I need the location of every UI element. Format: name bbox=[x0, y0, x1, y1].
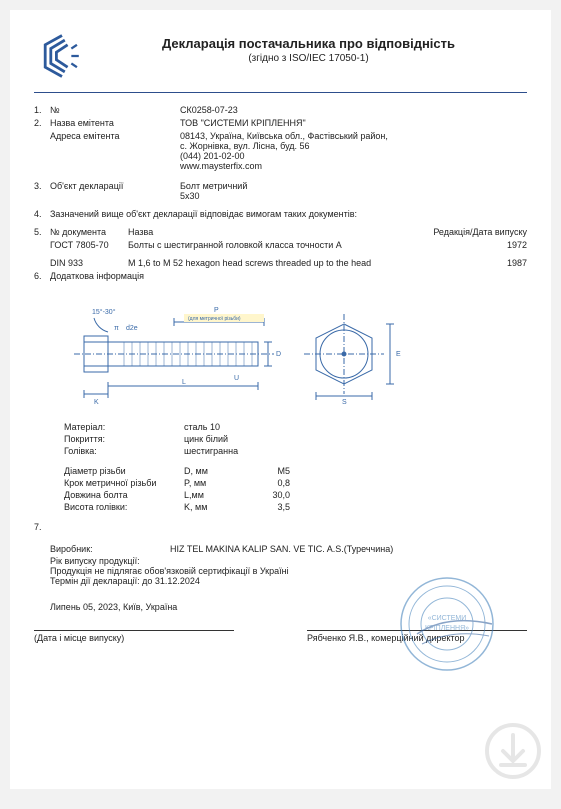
spec-label: Крок метричної різьби bbox=[64, 478, 184, 488]
field-num: 5. bbox=[34, 227, 50, 237]
spec-row: Крок метричної різьби P, мм 0,8 bbox=[64, 478, 527, 488]
specs-block-1: Матеріал: сталь 10 Покриття: цинк білий … bbox=[64, 422, 527, 456]
spec-row: Матеріал: сталь 10 bbox=[64, 422, 527, 432]
field-label: Додаткова інформація bbox=[50, 271, 180, 281]
year-label: Рік випуску продукції: bbox=[50, 556, 527, 566]
spec-label: Довжина болта bbox=[64, 490, 184, 500]
diagram-label: U bbox=[234, 375, 239, 382]
col-header: № документа bbox=[50, 227, 128, 237]
field-compliance-statement: 4. Зазначений вище об'єкт декларації від… bbox=[34, 209, 527, 219]
footer-block: Виробник: HIZ TEL MAKINA KALIP SAN. VE T… bbox=[34, 544, 527, 643]
diagram-label: 15°-30° bbox=[92, 308, 116, 316]
diagram-label: E bbox=[396, 351, 401, 358]
spec-symbol: K, мм bbox=[184, 502, 230, 512]
doc-number: DIN 933 bbox=[50, 258, 128, 268]
doc-year: 1972 bbox=[487, 240, 527, 250]
spec-row: Голівка: шестигранна bbox=[64, 446, 527, 456]
document-page: Декларація постачальника про відповідніс… bbox=[10, 10, 551, 789]
date-caption: (Дата і місце випуску) bbox=[34, 630, 234, 643]
spec-symbol: P, мм bbox=[184, 478, 230, 488]
field-issuer-name: 2. Назва емітента ТОВ "СИСТЕМИ КРІПЛЕННЯ… bbox=[34, 118, 527, 128]
download-watermark-icon bbox=[483, 721, 543, 781]
diagram-label: K bbox=[94, 399, 99, 406]
stamp-icon: «СИСТЕМИ КРІПЛЕННЯ» bbox=[397, 574, 497, 674]
field-num: 7. bbox=[34, 522, 50, 532]
spec-label: Висота голівки: bbox=[64, 502, 184, 512]
doc-number: ГОСТ 7805-70 bbox=[50, 240, 128, 250]
spec-label: Покриття: bbox=[64, 434, 184, 444]
diagram-label: d2e bbox=[126, 325, 138, 332]
field-num: 3. bbox=[34, 181, 50, 201]
col-header: Назва bbox=[128, 227, 407, 237]
field-label: Об'єкт декларації bbox=[50, 181, 180, 201]
company-logo bbox=[34, 28, 90, 84]
spec-row: Довжина болта L,мм 30,0 bbox=[64, 490, 527, 500]
field-label: Назва емітента bbox=[50, 118, 180, 128]
spec-value: 0,8 bbox=[230, 478, 290, 488]
field-value: ТОВ "СИСТЕМИ КРІПЛЕННЯ" bbox=[180, 118, 527, 128]
doc-year: 1987 bbox=[487, 258, 527, 268]
spec-row: Діаметр різьби D, мм М5 bbox=[64, 466, 527, 476]
field-num: 6. bbox=[34, 271, 50, 281]
spec-row: Покриття: цинк білий bbox=[64, 434, 527, 444]
docs-header: 5. № документа Назва Редакція/Дата випус… bbox=[34, 227, 527, 237]
spec-symbol: L,мм bbox=[184, 490, 230, 500]
diagram-note: (для метричної різьби) bbox=[188, 316, 241, 322]
field-num: 2. bbox=[34, 118, 50, 128]
bolt-diagram: 15°-30° π d2e P (для метричної різьби) D… bbox=[64, 296, 424, 406]
field-value: СК0258-07-23 bbox=[180, 105, 527, 115]
mfr-value: HIZ TEL MAKINA KALIP SAN. VE TIC. A.S.(Т… bbox=[170, 544, 527, 554]
field-additional-info: 6. Додаткова інформація bbox=[34, 271, 527, 281]
spec-value: цинк білий bbox=[184, 434, 230, 444]
field-value: Болт метричний 5x30 bbox=[180, 181, 527, 201]
col-header: Редакція/Дата випуску bbox=[407, 227, 527, 237]
field-value: 08143, Україна, Київська обл., Фастівськ… bbox=[180, 131, 527, 171]
manufacturer-row: Виробник: HIZ TEL MAKINA KALIP SAN. VE T… bbox=[50, 544, 527, 554]
header: Декларація постачальника про відповідніс… bbox=[34, 28, 527, 93]
field-num bbox=[34, 131, 50, 171]
field-value: Зазначений вище об'єкт декларації відпов… bbox=[50, 209, 527, 219]
diagram-label: D bbox=[276, 351, 281, 358]
spec-label: Голівка: bbox=[64, 446, 184, 456]
specs-block-2: Діаметр різьби D, мм М5 Крок метричної р… bbox=[64, 466, 527, 512]
doc-row: DIN 933 M 1,6 to M 52 hexagon head screw… bbox=[50, 258, 527, 268]
spec-row: Висота голівки: K, мм 3,5 bbox=[64, 502, 527, 512]
field-label: № bbox=[50, 105, 180, 115]
title-block: Декларація постачальника про відповідніс… bbox=[90, 28, 527, 64]
diagram-label: P bbox=[214, 307, 219, 314]
doc-row: ГОСТ 7805-70 Болты с шестигранной головк… bbox=[50, 240, 527, 250]
spec-value: сталь 10 bbox=[184, 422, 230, 432]
field-issuer-address: Адреса емітента 08143, Україна, Київська… bbox=[34, 131, 527, 171]
spec-value: 30,0 bbox=[230, 490, 290, 500]
spec-label: Діаметр різьби bbox=[64, 466, 184, 476]
doc-subtitle: (згідно з ISO/IEC 17050-1) bbox=[90, 53, 527, 64]
spec-label: Матеріал: bbox=[64, 422, 184, 432]
spec-symbol: D, мм bbox=[184, 466, 230, 476]
doc-name: M 1,6 to M 52 hexagon head screws thread… bbox=[128, 258, 487, 268]
spec-value: 3,5 bbox=[230, 502, 290, 512]
doc-title: Декларація постачальника про відповідніс… bbox=[90, 36, 527, 51]
field-num: 4. bbox=[34, 209, 50, 219]
mfr-label: Виробник: bbox=[50, 544, 170, 554]
field-num: 1. bbox=[34, 105, 50, 115]
doc-name: Болты с шестигранной головкой класса точ… bbox=[128, 240, 487, 250]
field-label: Адреса емітента bbox=[50, 131, 180, 171]
spec-value: М5 bbox=[230, 466, 290, 476]
field-7: 7. bbox=[34, 522, 527, 532]
field-object: 3. Об'єкт декларації Болт метричний 5x30 bbox=[34, 181, 527, 201]
spec-value: шестигранна bbox=[184, 446, 264, 456]
docs-list: ГОСТ 7805-70 Болты с шестигранной головк… bbox=[50, 240, 527, 268]
diagram-label: π bbox=[114, 325, 119, 332]
field-number: 1. № СК0258-07-23 bbox=[34, 105, 527, 115]
diagram-label: L bbox=[182, 379, 186, 386]
diagram-label: S bbox=[342, 399, 347, 406]
